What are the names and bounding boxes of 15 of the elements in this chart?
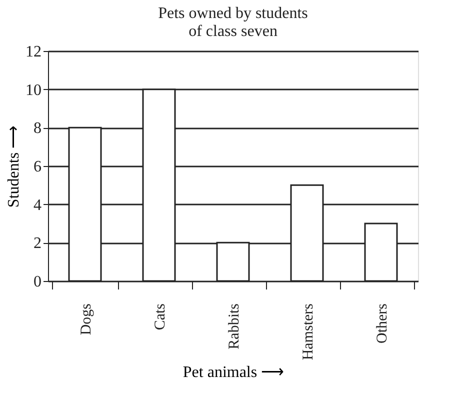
y-tick-label: 8 [34,120,42,138]
x-tick-label: Dogs [78,303,94,336]
x-tick-label: Cats [152,303,168,330]
y-tick-label: 6 [34,158,42,176]
x-tick-label: Hamsters [300,303,316,360]
y-tick-label: 2 [34,235,42,252]
y-tick-label: 10 [26,82,42,99]
chart-title: Pets owned by students of class seven [158,5,308,40]
y-axis-title: Students ⟶ [6,125,22,208]
y-tick-label: 12 [26,44,42,60]
y-tick-label: 0 [34,274,42,290]
x-tick-label: Rabbits [226,303,242,350]
x-tick-label: Others [374,303,390,344]
x-axis-title: Pet animals ⟶ [182,364,284,382]
y-tick-label: 4 [34,196,42,214]
